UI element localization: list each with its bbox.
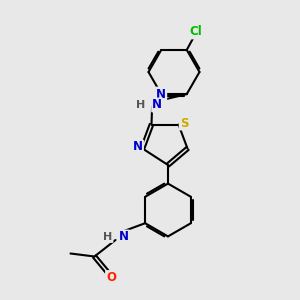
Text: N: N — [119, 230, 129, 244]
Text: O: O — [106, 271, 116, 284]
Text: S: S — [180, 116, 188, 130]
Text: N: N — [133, 140, 143, 154]
Text: H: H — [136, 100, 146, 110]
Text: H: H — [103, 232, 112, 242]
Text: N: N — [156, 88, 166, 100]
Text: Cl: Cl — [189, 26, 202, 38]
Text: N: N — [152, 98, 162, 112]
